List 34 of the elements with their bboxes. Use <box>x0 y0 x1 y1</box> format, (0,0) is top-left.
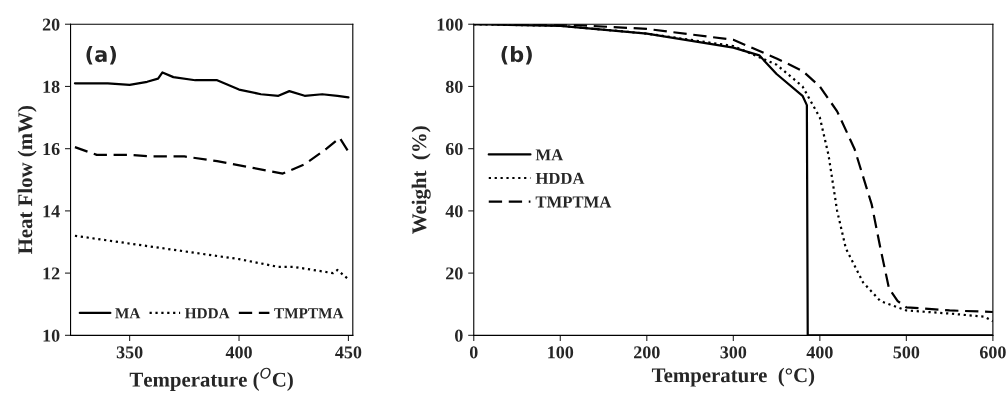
x-tick-label: 450 <box>335 346 362 359</box>
y-tick-label: 20 <box>446 267 463 280</box>
y-axis-title: Heat Flow (mW) <box>17 106 37 255</box>
y-tick-label: 100 <box>437 18 463 31</box>
y-tick-label: 14 <box>43 205 60 218</box>
x-tick-label: 600 <box>979 346 1006 359</box>
x-axis-title: Temperature (°C) <box>651 367 815 387</box>
x-tick-label: 0 <box>469 346 478 359</box>
x-tick-label: 200 <box>634 346 660 359</box>
x-tick-label: 400 <box>806 346 833 359</box>
y-tick-label: 16 <box>43 142 60 156</box>
y-tick-label: 0 <box>455 329 463 342</box>
y-axis-title: Weight (%) <box>411 126 431 234</box>
x-axis-title: Temperature ($^{O}$C) <box>129 367 293 391</box>
legend-label: TMPTMA <box>535 196 612 208</box>
x-tick-label: 350 <box>116 346 143 359</box>
x-tick-label: 300 <box>720 346 747 359</box>
legend-label: TMPTMA <box>274 308 344 319</box>
y-tick-label: 60 <box>445 142 463 156</box>
x-tick-label: 500 <box>893 346 920 359</box>
legend-label: MA <box>115 308 141 319</box>
x-tick-label: 400 <box>225 346 252 359</box>
legend-label: HDDA <box>184 308 230 319</box>
legend-label: HDDA <box>535 172 585 184</box>
x-tick-label: 100 <box>548 346 574 359</box>
legend-label: MA <box>535 149 564 161</box>
y-tick-label: 18 <box>43 80 60 93</box>
y-tick-label: 40 <box>445 205 463 218</box>
y-tick-label: 20 <box>42 18 60 31</box>
y-tick-label: 10 <box>43 329 60 342</box>
y-tick-label: 80 <box>445 80 463 93</box>
annotation: (b) <box>501 46 532 65</box>
annotation: (a) <box>86 46 116 65</box>
y-tick-label: 12 <box>43 267 60 280</box>
